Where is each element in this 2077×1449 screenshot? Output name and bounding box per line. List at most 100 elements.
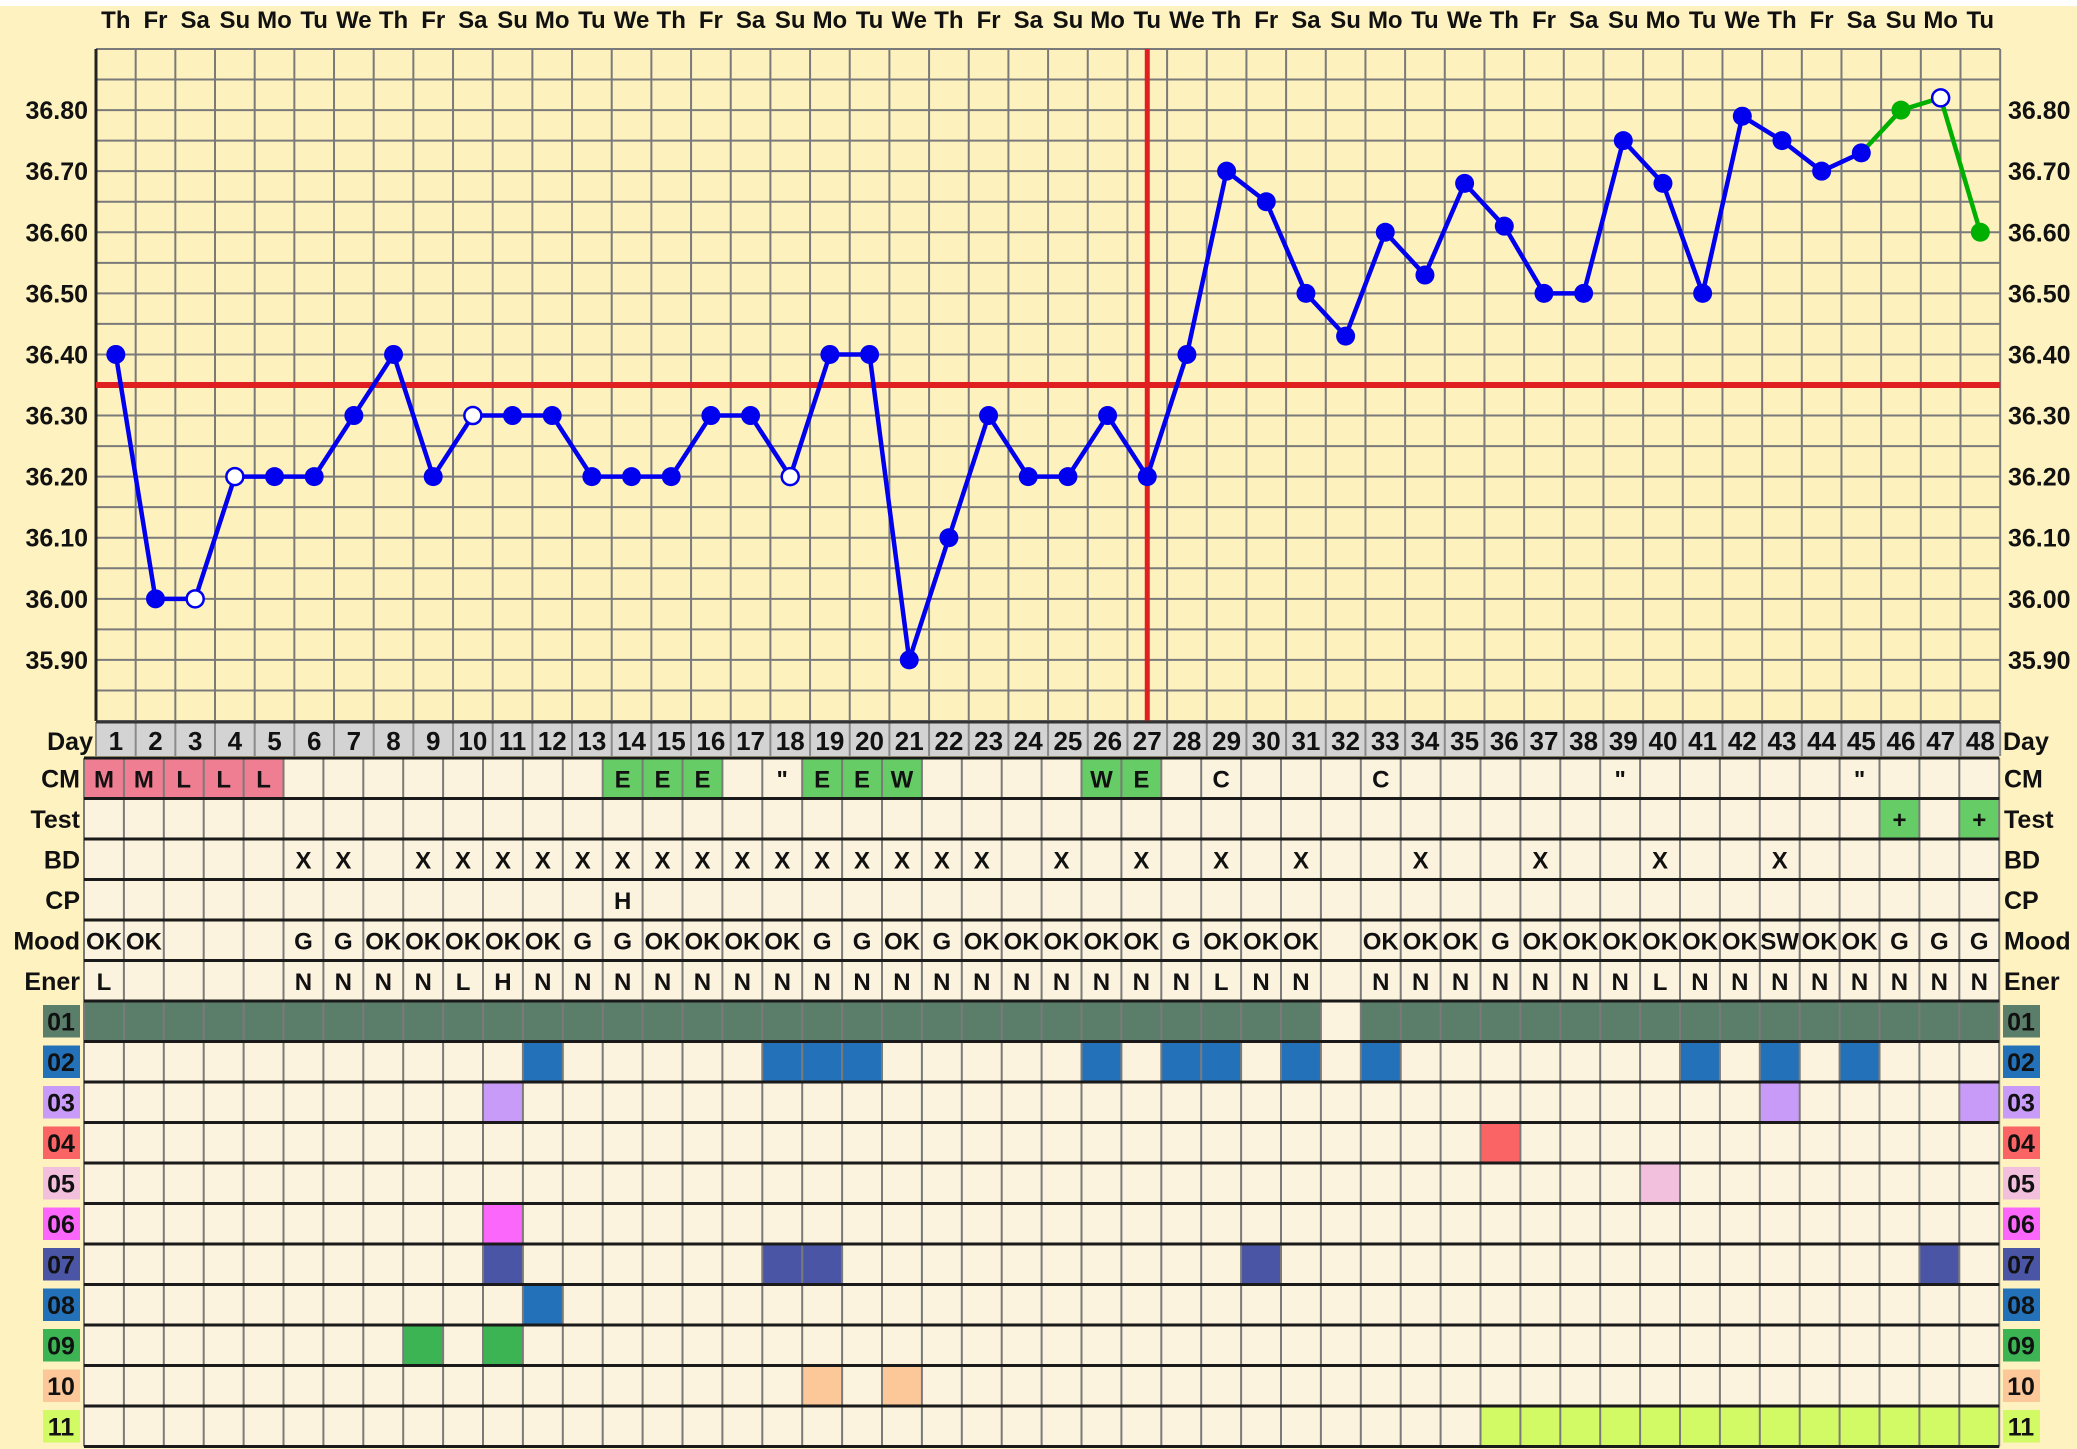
symptom-cell[interactable] bbox=[842, 1041, 882, 1083]
symptom-cell[interactable] bbox=[1759, 1082, 1800, 1123]
temp-point[interactable] bbox=[979, 406, 999, 426]
symptom-cell[interactable] bbox=[1680, 1041, 1720, 1083]
temp-point[interactable] bbox=[265, 467, 285, 487]
symptom-cell[interactable] bbox=[1001, 1001, 1042, 1042]
temp-point[interactable] bbox=[1613, 131, 1633, 151]
temp-point[interactable] bbox=[384, 344, 404, 364]
symptom-cell[interactable] bbox=[842, 1001, 882, 1042]
symptom-cell[interactable] bbox=[483, 1082, 523, 1123]
temp-point[interactable] bbox=[899, 650, 919, 670]
symptom-cell[interactable] bbox=[1919, 1406, 1960, 1447]
symptom-cell[interactable] bbox=[323, 1001, 364, 1042]
symptom-cell[interactable] bbox=[1480, 1406, 1521, 1447]
symptom-cell[interactable] bbox=[1241, 1001, 1281, 1042]
symptom-cell[interactable] bbox=[1400, 1001, 1441, 1042]
symptom-cell[interactable] bbox=[722, 1001, 763, 1042]
symptom-cell[interactable] bbox=[1161, 1041, 1202, 1083]
temp-point[interactable] bbox=[542, 406, 562, 426]
symptom-cell[interactable] bbox=[562, 1001, 603, 1042]
symptom-cell[interactable] bbox=[443, 1001, 483, 1042]
symptom-cell[interactable] bbox=[1560, 1001, 1601, 1042]
symptom-cell[interactable] bbox=[961, 1001, 1002, 1042]
symptom-cell[interactable] bbox=[1520, 1406, 1561, 1447]
symptom-cell[interactable] bbox=[1041, 1001, 1082, 1042]
temp-point[interactable] bbox=[106, 344, 126, 364]
temp-point[interactable] bbox=[1217, 161, 1237, 181]
symptom-cell[interactable] bbox=[802, 1244, 843, 1285]
temp-point[interactable] bbox=[503, 406, 523, 426]
symptom-cell[interactable] bbox=[1440, 1001, 1481, 1042]
temp-point[interactable] bbox=[1137, 467, 1157, 487]
symptom-cell[interactable] bbox=[1201, 1001, 1242, 1042]
temp-point[interactable] bbox=[582, 467, 602, 487]
symptom-cell[interactable] bbox=[1680, 1001, 1720, 1042]
symptom-cell[interactable] bbox=[1959, 1082, 2000, 1123]
temp-point[interactable] bbox=[1851, 143, 1871, 163]
symptom-cell[interactable] bbox=[762, 1001, 803, 1042]
symptom-cell[interactable] bbox=[363, 1001, 404, 1042]
symptom-cell[interactable] bbox=[283, 1001, 324, 1042]
temp-point[interactable] bbox=[661, 467, 681, 487]
symptom-cell[interactable] bbox=[642, 1001, 683, 1042]
symptom-cell[interactable] bbox=[1600, 1001, 1641, 1042]
symptom-cell[interactable] bbox=[1560, 1406, 1601, 1447]
symptom-cell[interactable] bbox=[802, 1001, 843, 1042]
temp-point[interactable] bbox=[1375, 222, 1395, 242]
symptom-cell[interactable] bbox=[1640, 1163, 1680, 1204]
symptom-cell[interactable] bbox=[802, 1041, 843, 1083]
symptom-cell[interactable] bbox=[1719, 1406, 1760, 1447]
temp-point[interactable] bbox=[860, 344, 880, 364]
temp-point[interactable] bbox=[1653, 173, 1673, 193]
symptom-cell[interactable] bbox=[882, 1365, 922, 1407]
symptom-cell[interactable] bbox=[1799, 1001, 1840, 1042]
symptom-cell[interactable] bbox=[1081, 1041, 1122, 1083]
symptom-cell[interactable] bbox=[1759, 1001, 1800, 1042]
temp-point-open[interactable] bbox=[1930, 88, 1951, 108]
temp-point[interactable] bbox=[1574, 283, 1594, 303]
symptom-cell[interactable] bbox=[1839, 1001, 1880, 1042]
symptom-cell[interactable] bbox=[1161, 1001, 1202, 1042]
temp-point[interactable] bbox=[1891, 100, 1911, 120]
symptom-cell[interactable] bbox=[682, 1001, 723, 1042]
symptom-cell[interactable] bbox=[1201, 1041, 1242, 1083]
temp-point[interactable] bbox=[1455, 173, 1475, 193]
symptom-cell[interactable] bbox=[243, 1001, 284, 1042]
temp-point[interactable] bbox=[1812, 161, 1832, 181]
symptom-cell[interactable] bbox=[1879, 1406, 1920, 1447]
symptom-cell[interactable] bbox=[1480, 1122, 1521, 1164]
symptom-cell[interactable] bbox=[1759, 1041, 1800, 1083]
symptom-cell[interactable] bbox=[1959, 1001, 2000, 1042]
symptom-cell[interactable] bbox=[522, 1284, 563, 1326]
symptom-cell[interactable] bbox=[483, 1203, 523, 1245]
symptom-cell[interactable] bbox=[1959, 1406, 2000, 1447]
temp-point[interactable] bbox=[1018, 467, 1038, 487]
temp-point[interactable] bbox=[1772, 131, 1792, 151]
symptom-cell[interactable] bbox=[483, 1001, 523, 1042]
temp-point[interactable] bbox=[423, 467, 443, 487]
symptom-cell[interactable] bbox=[921, 1001, 962, 1042]
symptom-cell[interactable] bbox=[522, 1041, 563, 1083]
symptom-cell[interactable] bbox=[1241, 1244, 1281, 1285]
symptom-cell[interactable] bbox=[1520, 1001, 1561, 1042]
symptom-cell[interactable] bbox=[1839, 1406, 1880, 1447]
temp-point[interactable] bbox=[939, 528, 959, 548]
temp-point[interactable] bbox=[1970, 222, 1990, 242]
temp-point-open[interactable] bbox=[185, 589, 205, 609]
symptom-cell[interactable] bbox=[522, 1001, 563, 1042]
symptom-cell[interactable] bbox=[1640, 1406, 1680, 1447]
temp-point[interactable] bbox=[344, 406, 364, 426]
temp-point[interactable] bbox=[1693, 283, 1713, 303]
symptom-cell[interactable] bbox=[802, 1365, 843, 1407]
temp-point[interactable] bbox=[304, 467, 324, 487]
symptom-cell[interactable] bbox=[762, 1244, 803, 1285]
temp-point[interactable] bbox=[1098, 406, 1118, 426]
temp-point-open[interactable] bbox=[463, 405, 483, 426]
symptom-cell[interactable] bbox=[1719, 1001, 1760, 1042]
symptom-cell[interactable] bbox=[203, 1001, 244, 1042]
symptom-cell[interactable] bbox=[882, 1001, 922, 1042]
temp-point[interactable] bbox=[1256, 192, 1276, 212]
symptom-cell[interactable] bbox=[84, 1001, 124, 1042]
symptom-cell[interactable] bbox=[403, 1001, 444, 1042]
symptom-cell[interactable] bbox=[1919, 1001, 1960, 1042]
temp-point[interactable] bbox=[820, 344, 840, 364]
